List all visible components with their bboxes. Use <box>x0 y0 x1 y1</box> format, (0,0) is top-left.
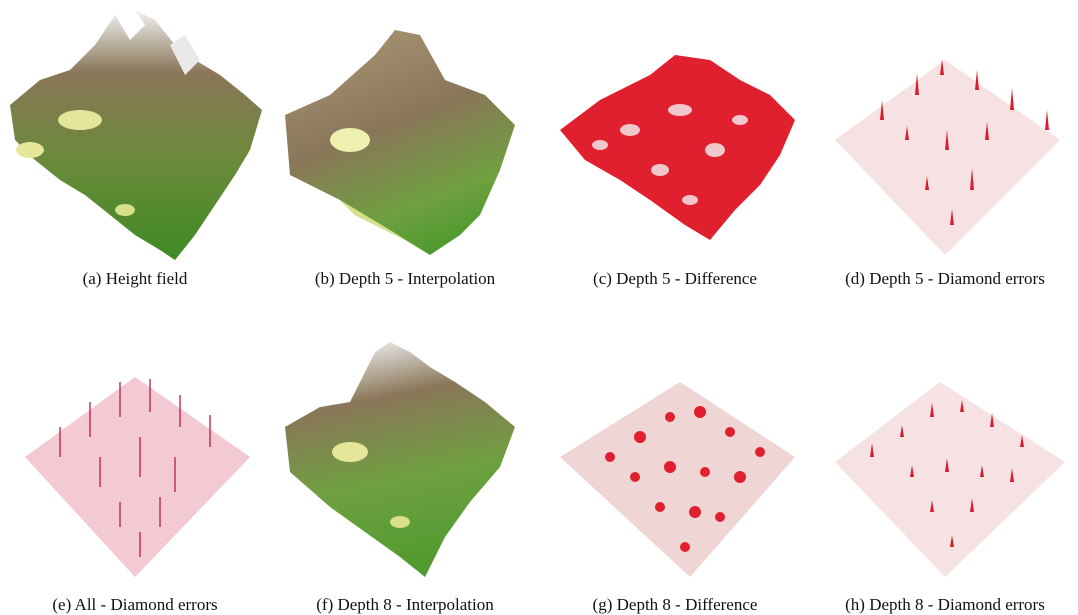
depth5-difference-image <box>560 55 795 240</box>
panel-b: (b) Depth 5 - Interpolation <box>270 0 540 307</box>
caption-b: (b) Depth 5 - Interpolation <box>314 269 496 288</box>
depth5-interpolation-image <box>285 30 515 255</box>
depth8-diamond-errors-image <box>835 382 1065 577</box>
depth5-diamond-errors-image <box>835 59 1060 255</box>
depth8-interpolation-image <box>285 342 515 577</box>
caption-f: (f) Depth 8 - Interpolation <box>316 595 494 614</box>
panel-e: (e) All - Diamond errors <box>0 307 270 614</box>
all-diamond-errors-image <box>25 377 250 577</box>
caption-c: (c) Depth 5 - Difference <box>593 269 757 288</box>
depth8-difference-image <box>560 382 795 577</box>
panel-d: (d) Depth 5 - Diamond errors <box>810 0 1078 307</box>
panel-f: (f) Depth 8 - Interpolation <box>270 307 540 614</box>
panel-a: (a) Height field <box>0 0 270 307</box>
panel-c: (c) Depth 5 - Difference <box>540 0 810 307</box>
height-field-image <box>10 5 262 260</box>
panel-g: (g) Depth 8 - Difference <box>540 307 810 614</box>
caption-a: (a) Height field <box>82 269 188 288</box>
caption-h: (h) Depth 8 - Diamond errors <box>845 595 1045 614</box>
caption-e: (e) All - Diamond errors <box>52 595 218 614</box>
caption-g: (g) Depth 8 - Difference <box>592 595 758 614</box>
panel-h: (h) Depth 8 - Diamond errors <box>810 307 1078 614</box>
caption-d: (d) Depth 5 - Diamond errors <box>845 269 1045 288</box>
